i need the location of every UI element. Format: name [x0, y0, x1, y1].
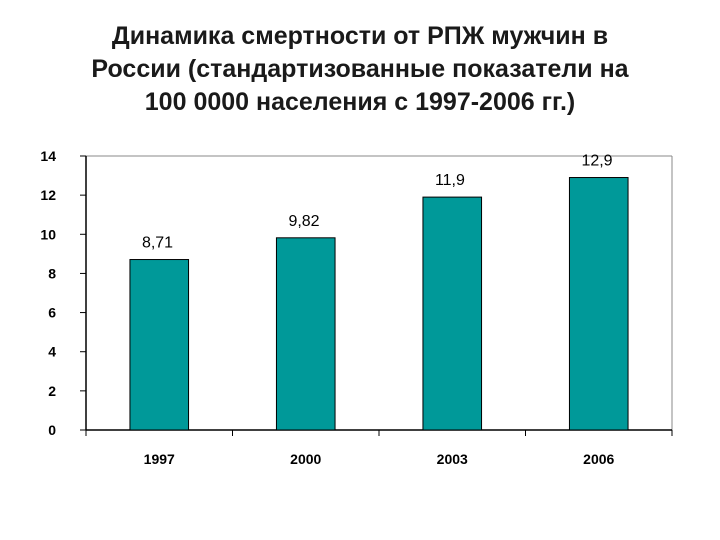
data-label: 8,71 — [142, 235, 173, 252]
data-label: 9,82 — [288, 213, 319, 230]
title-line-1: Динамика смертности от РПЖ мужчин в — [111, 22, 609, 50]
x-tick-label: 2000 — [290, 451, 321, 467]
title-line-2: России (стандартизованные показатели на — [91, 55, 629, 83]
y-tick-label: 2 — [48, 383, 56, 399]
y-tick-label: 8 — [48, 265, 56, 281]
bar — [422, 196, 483, 431]
chart-title: Динамика смертности от РПЖ мужчин в Росс… — [20, 20, 700, 119]
x-tick-label: 1997 — [144, 451, 175, 467]
y-tick-label: 12 — [40, 187, 56, 203]
y-tick-label: 4 — [48, 344, 56, 360]
data-label: 11,9 — [435, 172, 465, 189]
y-tick-label: 0 — [48, 422, 56, 438]
y-tick-label: 14 — [40, 148, 56, 164]
bar — [275, 237, 336, 431]
x-tick-label: 2006 — [583, 451, 614, 467]
y-tick-label: 6 — [48, 305, 56, 321]
title-line-3: 100 0000 населения с 1997-2006 гг.) — [144, 88, 576, 116]
bar — [129, 259, 190, 431]
bar — [568, 177, 629, 431]
data-label: 12,9 — [581, 153, 612, 170]
y-tick-label: 10 — [40, 226, 56, 242]
x-tick-label: 2003 — [437, 451, 468, 467]
